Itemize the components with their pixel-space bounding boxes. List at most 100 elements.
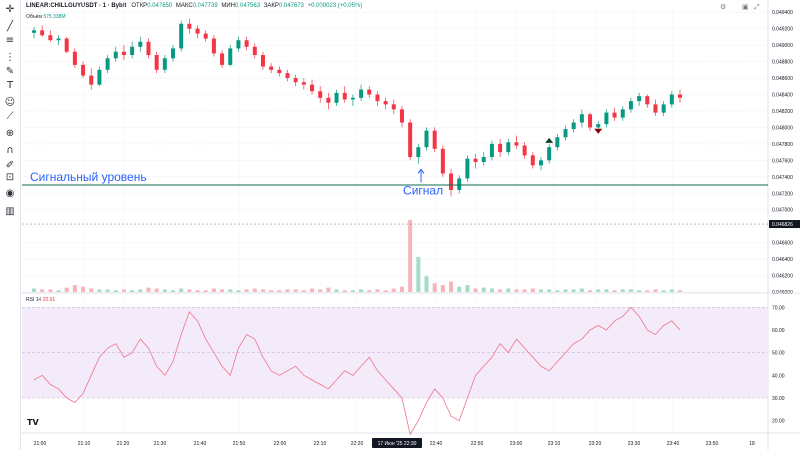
change-value: +0.000023 (+0.05%) [307, 3, 363, 9]
trash-icon[interactable]: ▥ [5, 206, 15, 217]
rsi-tick-label: 20.00 [772, 419, 785, 425]
brush-icon[interactable]: ⋮ [5, 52, 15, 63]
volume-bar [334, 289, 339, 292]
candle-body [48, 35, 53, 41]
candle-body [89, 75, 94, 85]
candle-body [179, 23, 184, 49]
time-crosshair-label-bg [372, 438, 422, 448]
symbol-title[interactable]: LINEAR:CHILLGUYUSDT · 1 · Bybit [26, 3, 127, 9]
time-tick-label: 22:40 [430, 441, 443, 447]
drawing-toolbar: ✛ ╱ ≡ ⋮ ✎ T ☺ ⟋ ⊕ ∩ ✐ ⊡ ◉ ▥ [0, 0, 21, 450]
candle-body [645, 96, 650, 105]
candle-body [146, 41, 151, 56]
text-icon[interactable]: T [6, 80, 14, 91]
candle-body [187, 23, 192, 29]
volume-bar [113, 290, 118, 292]
volume-bar [138, 289, 143, 292]
candle-body [432, 130, 437, 149]
volume-bar [318, 289, 323, 292]
candle-body [579, 114, 584, 123]
candle-body [514, 142, 519, 146]
smile-icon[interactable]: ☺ [4, 97, 16, 108]
candle-body [628, 101, 633, 110]
fib-icon[interactable]: ≡ [5, 35, 15, 46]
time-crosshair-label: 17 Июн '25 22:30 [378, 441, 417, 447]
volume-legend[interactable]: Объём 575.338M [26, 14, 66, 20]
candle-body [228, 48, 233, 65]
volume-bar [571, 289, 576, 292]
time-tick-label: 18 [749, 441, 755, 447]
volume-bar [596, 289, 601, 292]
signal-arrow-head [417, 168, 425, 174]
candle-body [399, 109, 404, 123]
signal-label: Сигнал [403, 183, 443, 197]
volume-bar [81, 286, 86, 292]
time-tick-label: 21:10 [78, 441, 91, 447]
volume-bar [359, 289, 364, 292]
candle-body [252, 46, 257, 56]
volume-bar [293, 289, 298, 292]
volume-bar [228, 289, 233, 292]
candle-body [457, 178, 462, 190]
volume-bar [620, 289, 625, 292]
candle-body [203, 33, 208, 39]
pencil-icon[interactable]: ✎ [5, 66, 15, 77]
price-tick-label: 0.049400 [772, 10, 793, 16]
price-tick-label: 0.046200 [772, 274, 793, 280]
candle-body [538, 160, 543, 166]
magnet-icon[interactable]: ∩ [6, 145, 14, 156]
candle-body [195, 28, 200, 34]
volume-bar [89, 288, 94, 292]
candle-body [555, 137, 560, 148]
candle-body [465, 158, 470, 179]
sell-marker [594, 128, 603, 134]
volume-bar [449, 281, 454, 292]
volume-bar [350, 290, 355, 292]
candle-body [416, 147, 421, 158]
price-tick-label: 0.048800 [772, 60, 793, 66]
volume-value: 575.338M [43, 14, 66, 20]
volume-bar [661, 290, 666, 292]
cursor-icon[interactable]: ✛ [5, 4, 15, 15]
candle-body [661, 104, 666, 113]
candle-body [498, 143, 503, 153]
lock-draw-icon[interactable]: ✐ [5, 160, 15, 171]
rsi-tick-label: 70.00 [772, 305, 785, 311]
time-tick-label: 23:50 [706, 441, 719, 447]
candle-body [637, 96, 642, 102]
time-tick-label: 23:20 [589, 441, 602, 447]
candle-body [522, 145, 527, 156]
close-value: 0.047673 [278, 3, 304, 9]
volume-bar [326, 287, 331, 292]
price-tick-label: 0.049000 [772, 43, 793, 49]
candle-body [612, 112, 617, 118]
volume-bar [146, 287, 151, 292]
volume-bar [579, 288, 584, 292]
volume-bar [489, 288, 494, 292]
volume-bar [252, 288, 257, 292]
settings-icon[interactable]: ⚙ [720, 3, 727, 11]
candle-body [383, 101, 388, 105]
ruler-icon[interactable]: ⟋ [6, 111, 14, 122]
eye-icon[interactable]: ◉ [5, 188, 15, 199]
volume-bar [48, 289, 53, 292]
volume-name: Объём [26, 14, 42, 20]
zoom-icon[interactable]: ⊕ [5, 128, 15, 139]
volume-bar [260, 289, 265, 292]
candle-body [678, 94, 682, 98]
volume-bar [121, 289, 126, 292]
time-tick-label: 21:00 [34, 441, 47, 447]
candle-body [56, 38, 61, 41]
lock-icon[interactable]: ⊡ [5, 172, 15, 183]
camera-icon[interactable]: ▣ [742, 3, 749, 11]
candle-body [571, 122, 576, 130]
price-tick-label: 0.047200 [772, 191, 793, 197]
rsi-legend[interactable]: RSI 14 20.91 [26, 297, 55, 303]
trendline-icon[interactable]: ╱ [6, 21, 14, 32]
tradingview-logo: TV [27, 418, 39, 427]
volume-bar [195, 290, 200, 292]
time-tick-label: 22:00 [274, 441, 287, 447]
fullscreen-icon[interactable]: ⤢ [754, 3, 760, 11]
volume-bar [375, 289, 380, 292]
